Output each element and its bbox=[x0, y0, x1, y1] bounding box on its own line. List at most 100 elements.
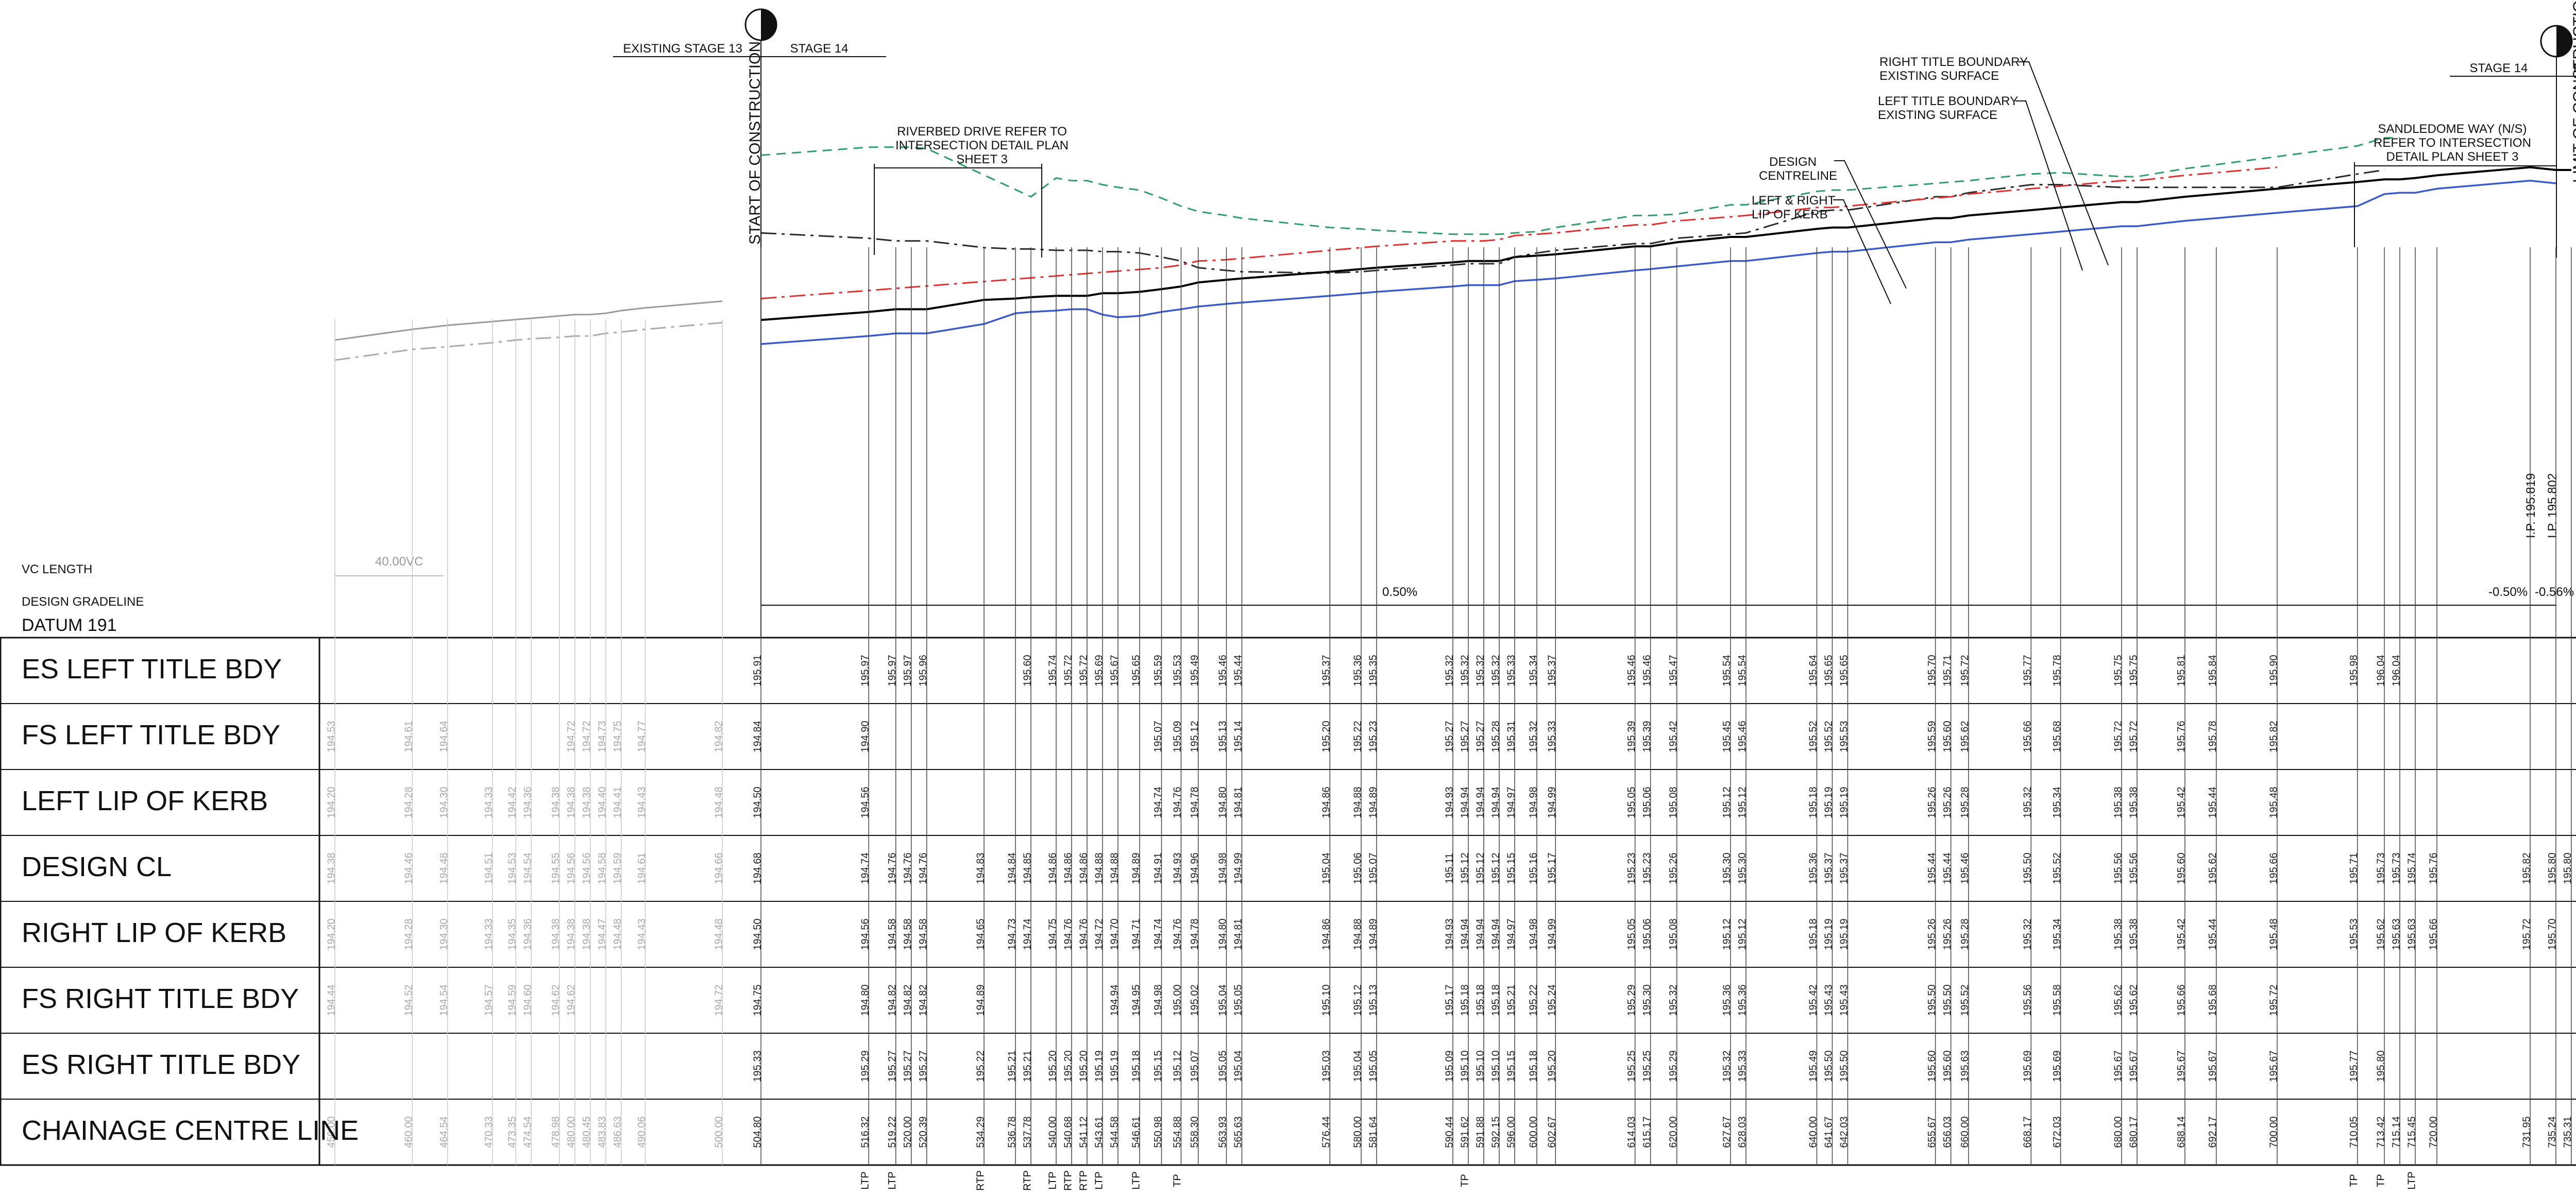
level-value: 194.99 bbox=[1233, 852, 1244, 884]
level-value: 195.39 bbox=[1641, 721, 1653, 752]
level-value: 195.33 bbox=[1505, 655, 1517, 686]
chainage-value: 464.54 bbox=[438, 1116, 450, 1148]
level-value: 195.46 bbox=[1641, 655, 1653, 686]
riverbed-note-line2: INTERSECTION DETAIL PLAN bbox=[895, 139, 1069, 152]
level-value: 194.76 bbox=[1172, 918, 1183, 950]
level-value: 195.46 bbox=[1737, 721, 1748, 752]
level-value: 195.72 bbox=[1078, 655, 1089, 686]
chainage-value: 688.14 bbox=[2176, 1116, 2187, 1148]
level-value: 195.66 bbox=[2268, 852, 2279, 884]
level-value: 195.78 bbox=[2052, 655, 2063, 686]
level-value: 194.84 bbox=[1006, 852, 1018, 884]
level-value: 194.59 bbox=[612, 852, 623, 884]
level-value: 195.12 bbox=[1737, 786, 1748, 818]
chainage-value: 500.00 bbox=[713, 1116, 724, 1148]
level-value: 194.98 bbox=[1528, 786, 1539, 818]
level-value: 194.86 bbox=[1062, 852, 1074, 884]
level-value: 194.76 bbox=[1078, 918, 1089, 950]
chainage-value: 470.33 bbox=[483, 1116, 495, 1148]
level-value: 195.58 bbox=[2052, 984, 2063, 1016]
level-value: 195.05 bbox=[1367, 1050, 1379, 1082]
level-value: 195.26 bbox=[1926, 918, 1938, 950]
chainage-value: 668.17 bbox=[2022, 1116, 2033, 1148]
level-value: 195.39 bbox=[1626, 721, 1637, 752]
row-label: ES RIGHT TITLE BDY bbox=[22, 1049, 301, 1080]
grade-value: 0.50% bbox=[1382, 585, 1417, 599]
level-value: 194.59 bbox=[506, 984, 518, 1016]
right-title-note-line1: RIGHT TITLE BOUNDARY bbox=[1879, 55, 2028, 69]
level-value: 195.73 bbox=[2375, 852, 2386, 884]
level-value: 194.80 bbox=[1217, 918, 1229, 950]
level-value: 194.94 bbox=[1490, 918, 1501, 950]
level-value: 195.06 bbox=[1641, 918, 1653, 950]
level-value: 195.32 bbox=[2022, 786, 2033, 818]
level-value: 195.33 bbox=[1737, 1050, 1748, 1082]
level-value: 195.47 bbox=[1668, 655, 1679, 686]
row-label: RIGHT LIP OF KERB bbox=[22, 917, 287, 948]
level-value: 194.43 bbox=[636, 918, 648, 950]
level-value: 195.63 bbox=[2406, 918, 2417, 950]
level-value: 195.44 bbox=[2207, 918, 2218, 950]
level-value: 194.38 bbox=[550, 786, 562, 818]
existing-left-faded-line bbox=[334, 300, 723, 341]
level-value: 195.05 bbox=[1217, 1050, 1229, 1082]
level-value: 194.99 bbox=[1547, 918, 1558, 950]
level-value: 196.04 bbox=[2391, 655, 2402, 686]
level-value: 195.59 bbox=[1926, 721, 1938, 752]
tangent-point-tag: LTP bbox=[859, 1171, 871, 1189]
level-value: 194.98 bbox=[1528, 918, 1539, 950]
level-value: 194.86 bbox=[1078, 852, 1089, 884]
level-value: 195.06 bbox=[1641, 786, 1653, 818]
level-value: 195.19 bbox=[1839, 786, 1850, 818]
chainage-value: 656.03 bbox=[1942, 1116, 1953, 1148]
row-label: DESIGN CL bbox=[22, 851, 172, 882]
level-value: 194.80 bbox=[859, 984, 871, 1016]
level-value: 195.12 bbox=[1737, 918, 1748, 950]
level-value: 194.47 bbox=[597, 918, 608, 950]
level-value: 195.67 bbox=[2207, 1050, 2218, 1082]
level-value: 195.07 bbox=[1153, 721, 1164, 752]
level-value: 195.63 bbox=[2391, 918, 2402, 950]
chainage-value: 460.00 bbox=[403, 1116, 415, 1148]
level-value: 195.31 bbox=[1505, 721, 1517, 752]
level-value: 194.81 bbox=[1233, 786, 1244, 818]
level-value: 194.54 bbox=[438, 984, 450, 1016]
level-value: 195.54 bbox=[1721, 655, 1733, 686]
chainage-value: 627.67 bbox=[1721, 1116, 1733, 1148]
level-value: 195.09 bbox=[1172, 721, 1183, 752]
level-value: 195.38 bbox=[2128, 918, 2139, 950]
level-value: 195.42 bbox=[1668, 721, 1679, 752]
level-value: 195.72 bbox=[2112, 721, 2124, 752]
level-value: 195.50 bbox=[2022, 852, 2033, 884]
level-value: 195.21 bbox=[1006, 1050, 1018, 1082]
level-value: 195.37 bbox=[1823, 852, 1835, 884]
level-value: 195.15 bbox=[1505, 852, 1517, 884]
level-value: 194.80 bbox=[1217, 786, 1229, 818]
level-value: 195.04 bbox=[1217, 984, 1229, 1016]
chainage-value: 602.67 bbox=[1547, 1116, 1558, 1148]
level-value: 195.27 bbox=[1475, 721, 1486, 752]
level-value: 195.76 bbox=[2176, 721, 2187, 752]
chainage-value: 715.45 bbox=[2406, 1116, 2417, 1148]
level-value: 195.36 bbox=[1737, 984, 1748, 1016]
tangent-point-tag: RTP bbox=[1078, 1170, 1089, 1191]
design-cl-note-line1: DESIGN bbox=[1769, 155, 1817, 169]
level-value: 194.93 bbox=[1444, 786, 1455, 818]
level-value: 194.82 bbox=[902, 984, 913, 1016]
level-value: 194.88 bbox=[1352, 918, 1363, 950]
level-value: 195.20 bbox=[1062, 1050, 1074, 1082]
level-value: 194.89 bbox=[1130, 852, 1142, 884]
level-value: 195.49 bbox=[1189, 655, 1200, 686]
level-value: 194.65 bbox=[975, 918, 986, 950]
level-value: 195.21 bbox=[1022, 1050, 1033, 1082]
level-value: 194.90 bbox=[859, 721, 871, 752]
level-value: 194.96 bbox=[1189, 852, 1200, 884]
level-value: 195.35 bbox=[1367, 655, 1379, 686]
level-value: 195.28 bbox=[1959, 918, 1971, 950]
level-value: 195.66 bbox=[2176, 984, 2187, 1016]
level-value: 195.65 bbox=[1130, 655, 1142, 686]
left-title-note-line2: EXISTING SURFACE bbox=[1878, 108, 1997, 122]
level-value: 195.53 bbox=[1172, 655, 1183, 686]
level-value: 195.72 bbox=[1062, 655, 1074, 686]
